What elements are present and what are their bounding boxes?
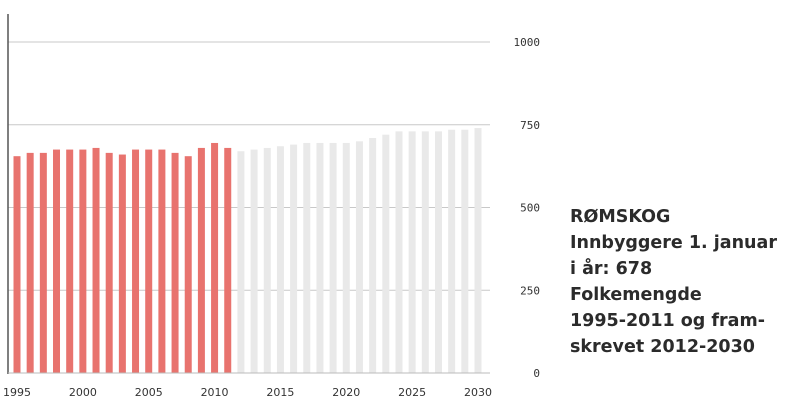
y-tick-label: 750 [520,119,540,132]
bar-historical-2000 [79,149,87,373]
x-tick-label: 2025 [398,386,426,399]
bar-historical-2006 [158,149,166,373]
population-chart: 0 250 500 750 1000 1995 2000 2005 2010 2015 2020 2… [3,14,541,399]
x-tick-label: 2005 [135,386,163,399]
x-tick-labels: 1995 2000 2005 2010 2015 2020 2025 2030 [3,386,492,399]
caption-line-5: 1995-2011 og fram- [570,311,765,331]
caption-line-4: Folkemengde [570,285,702,305]
y-tick-label: 250 [520,284,540,297]
bar-projected-2013 [250,149,258,373]
bar-projected-2012 [237,151,245,373]
bar-projected-2019 [329,142,337,373]
bar-projected-2024 [395,131,403,373]
x-tick-label: 2000 [69,386,97,399]
caption-line-6: skrevet 2012-2030 [570,337,755,357]
bar-projected-2016 [290,144,298,373]
bar-historical-2004 [132,149,140,373]
bar-historical-2005 [145,149,153,373]
bar-projected-2028 [448,129,456,373]
x-tick-label: 1995 [3,386,31,399]
bar-projected-2020 [342,142,350,373]
bar-historical-2002 [105,152,113,373]
bar-projected-2014 [263,147,271,373]
bar-historical-1995 [13,156,21,373]
bar-projected-2017 [303,142,311,373]
x-tick-label: 2020 [332,386,360,399]
bar-projected-2026 [421,131,429,373]
bar-historical-1997 [39,152,47,373]
municipality-name: RØMSKOG [570,207,671,227]
bar-historical-2008 [184,156,192,373]
bar-projected-2030 [474,128,482,373]
y-tick-label: 500 [520,202,540,215]
bar-historical-1999 [66,149,74,373]
y-tick-label: 1000 [514,36,541,49]
bar-historical-1998 [53,149,61,373]
x-tick-label: 2030 [464,386,492,399]
bar-historical-2011 [224,147,232,373]
bar-projected-2022 [369,137,377,373]
bar-projected-2027 [434,131,442,373]
bar-historical-2003 [118,154,126,373]
caption-line-2: Innbyggere 1. januar [570,233,777,253]
y-tick-labels: 0 250 500 750 1000 [514,36,541,380]
bar-projected-2021 [355,141,363,373]
bar-historical-2001 [92,147,100,373]
x-tick-label: 2010 [201,386,229,399]
y-tick-label: 0 [533,367,540,380]
bar-projected-2015 [276,146,284,373]
bar-projected-2029 [461,129,469,373]
x-tick-label: 2015 [266,386,294,399]
bar-projected-2018 [316,142,324,373]
bar-historical-2007 [171,152,179,373]
caption-line-3: i år: 678 [570,259,653,279]
bar-projected-2025 [408,131,416,373]
bar-historical-2010 [211,142,219,373]
bar-historical-1996 [26,152,34,373]
bar-projected-2023 [382,134,390,373]
bar-historical-2009 [197,147,205,373]
bars [13,128,482,373]
chart-caption: RØMSKOG Innbyggere 1. januar i år: 678 F… [570,204,792,360]
